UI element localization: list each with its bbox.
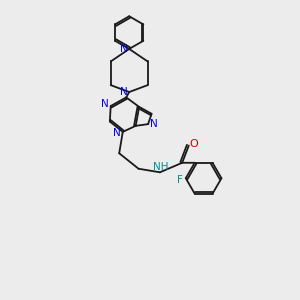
Text: O: O bbox=[190, 139, 199, 149]
Text: N: N bbox=[120, 87, 128, 97]
Text: N: N bbox=[101, 99, 109, 109]
Text: NH: NH bbox=[153, 162, 169, 172]
Text: N: N bbox=[113, 128, 121, 138]
Text: N: N bbox=[120, 44, 128, 54]
Text: F: F bbox=[177, 175, 182, 185]
Text: N: N bbox=[150, 119, 157, 129]
